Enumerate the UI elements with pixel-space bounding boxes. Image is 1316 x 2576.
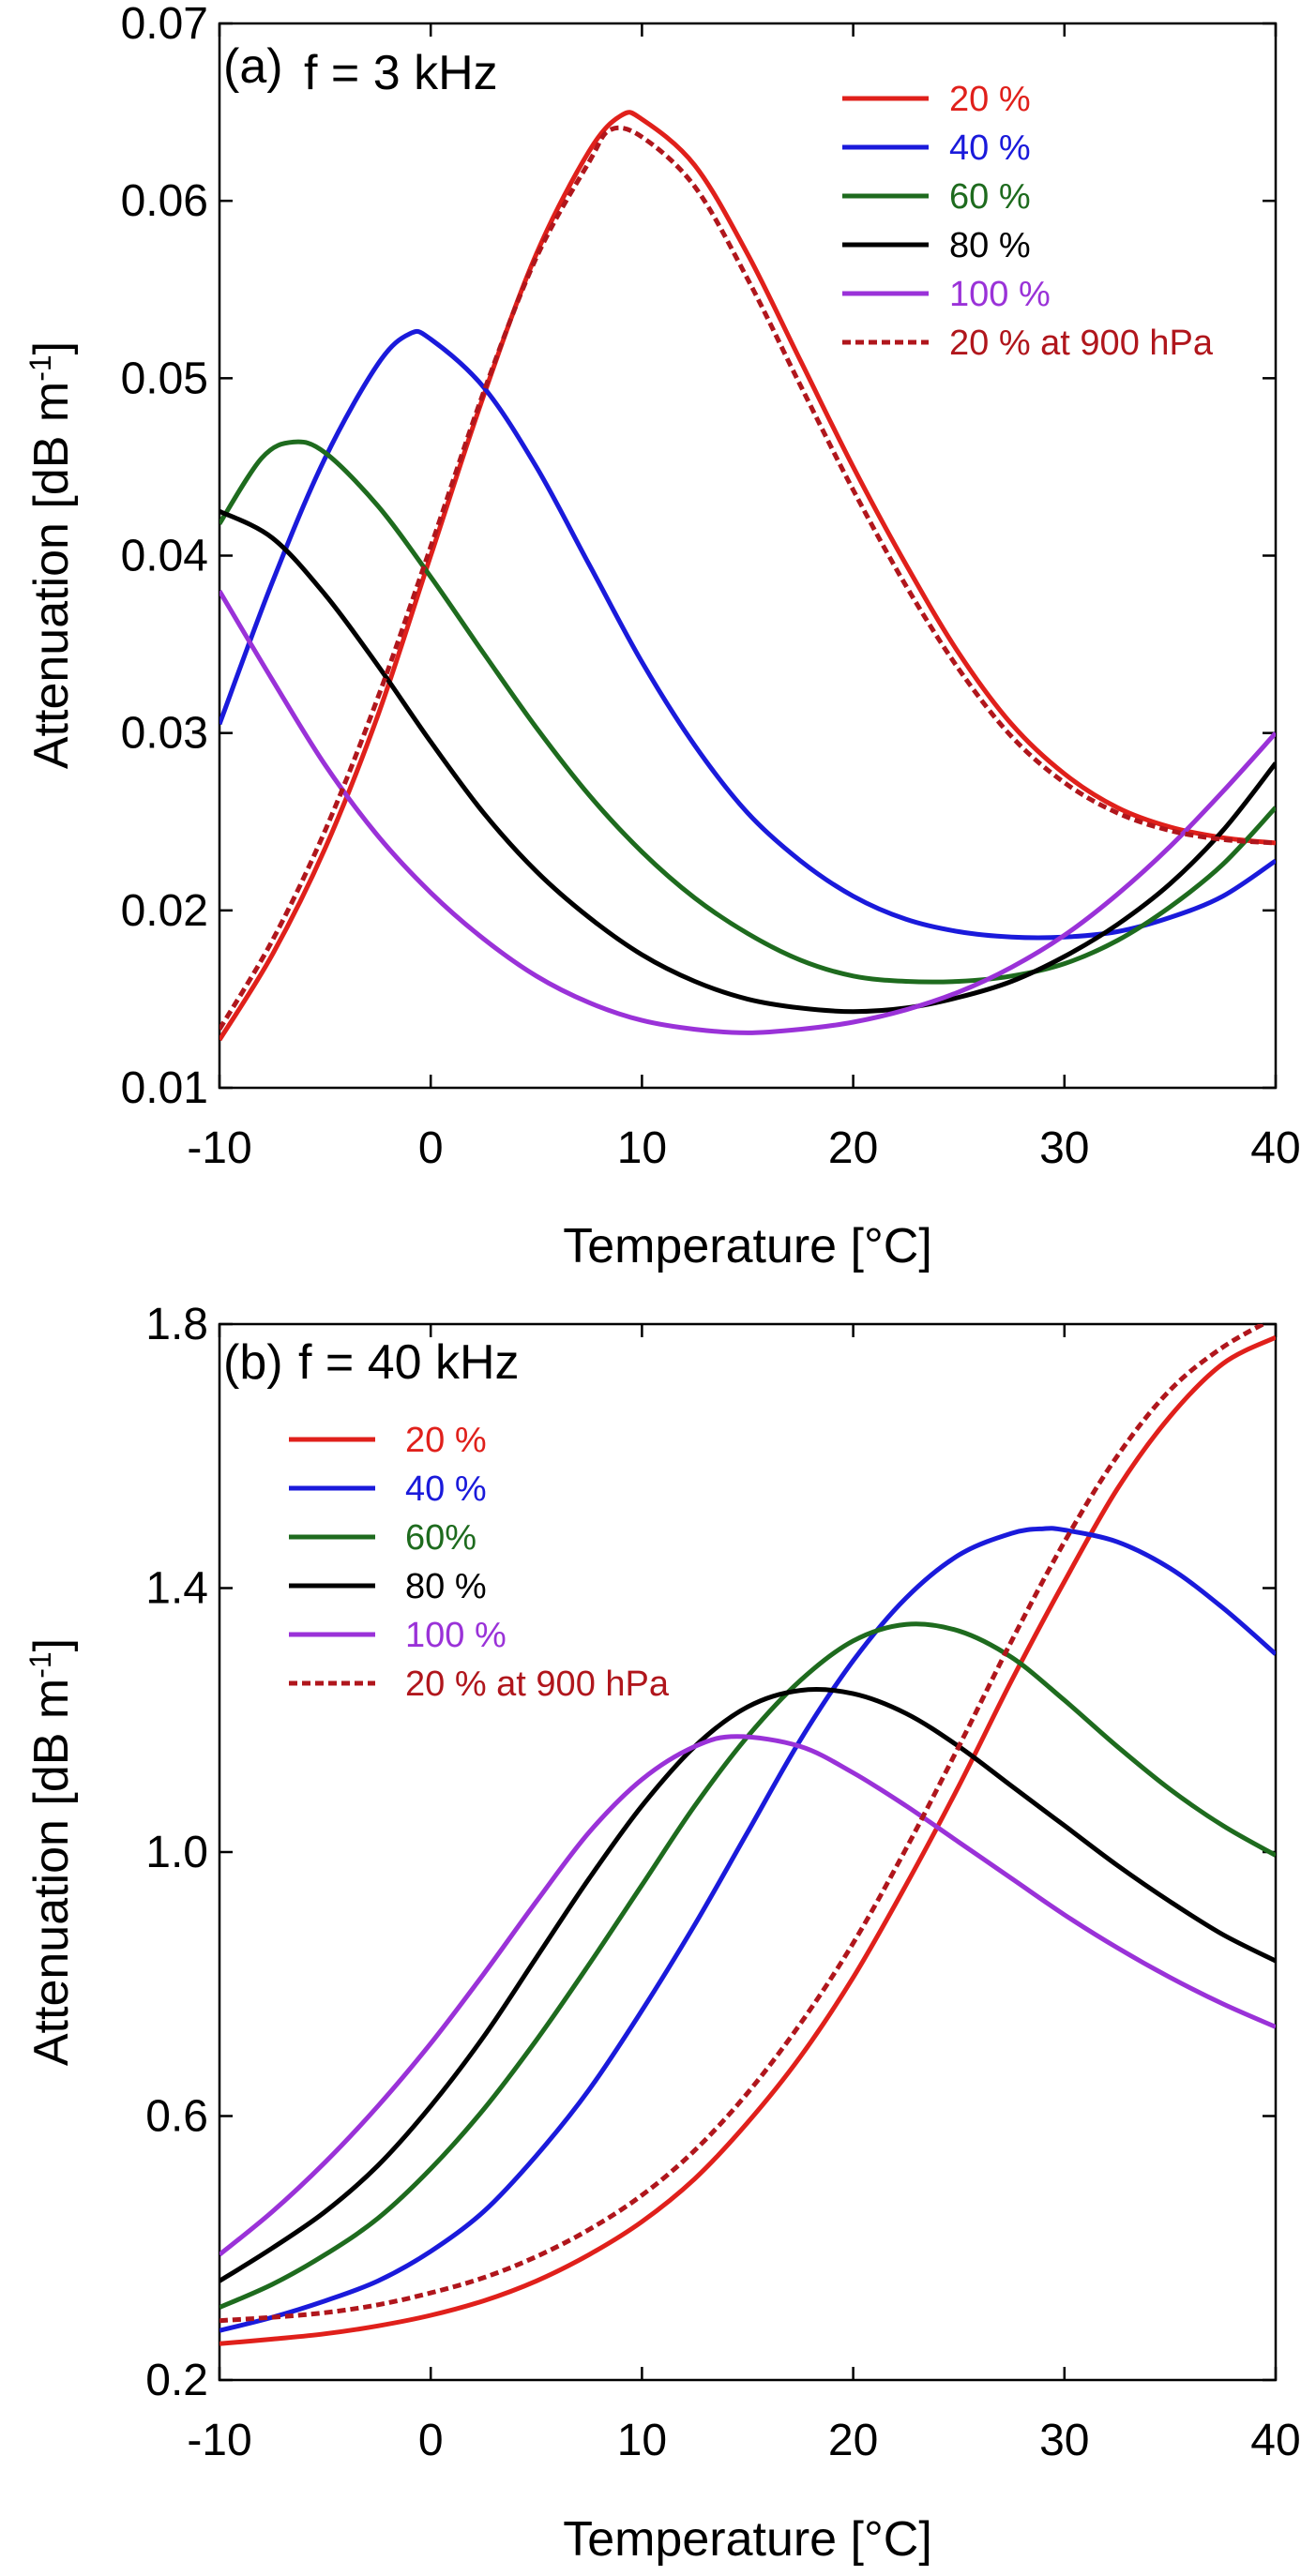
panel-a-series-20-at-900-hpa [219,125,1276,1031]
panel-b-chart: 0.2 0.6 1.0 1.4 1.8 -10 0 10 20 30 40 20 % 40 % 60%… [23,1300,1301,2567]
panel-b-ylabel-end: ] [24,1638,79,1651]
panel-a-series-100 [219,590,1276,1035]
panel-b-ylabel-main: Attenuation [dB m [24,1679,79,2066]
panel-b-xtick-label: 0 [418,2416,444,2465]
panel-a-ytick-label: 0.06 [121,176,208,226]
panel-b-xtick-label: 40 [1250,2416,1300,2465]
panel-a-series-60 [219,439,1276,985]
panel-a-series-20 [219,110,1276,1042]
panel-a-ylabel-main: Attenuation [dB m [24,382,79,769]
panel-b-ylabel: Attenuation [dB m-1] [23,1638,79,2066]
panel-b-xtick-label: 10 [617,2416,667,2465]
panel-a-ytick-label: 0.07 [121,0,208,49]
panel-a-ylabel-sup: -1 [23,354,57,381]
panel-b-series-40 [219,1526,1276,2333]
panel-a-ylabel: Attenuation [dB m-1] [23,341,79,769]
panel-a-legend-label-80: 80 % [949,226,1031,265]
panel-b-legend-label-80: 80 % [405,1567,487,1606]
panel-a-legend-label-60: 60 % [949,177,1031,217]
panel-a-xlabel: Temperature [°C] [563,1219,932,1273]
panel-a-xtick-label: 0 [418,1123,444,1173]
panel-a-xtick-label: 40 [1250,1123,1300,1173]
panel-a-xtick-label: -10 [187,1123,251,1173]
panel-b-ylabel-sup: -1 [23,1651,57,1678]
panel-a-ytick-label: 0.04 [121,532,208,581]
panel-b-ytick-label: 1.0 [145,1828,208,1877]
panel-a-series-40 [219,328,1276,941]
panel-a-title: f = 3 kHz [304,46,498,100]
panel-a-chart: 0.01 0.02 0.03 0.04 0.05 0.06 0.07 -10 0 10 20 30 4… [23,0,1301,1273]
panel-b-ytick-label: 0.2 [145,2356,208,2405]
panel-b-legend-label-60: 60% [405,1518,476,1558]
panel-b-series-20 [219,1334,1276,2346]
panel-a-xtick-label: 20 [828,1123,878,1173]
panel-a-xtick-label: 10 [617,1123,667,1173]
panel-b-legend-label-100: 100 % [405,1616,507,1655]
panel-b-ytick-label: 0.6 [145,2092,208,2142]
panel-b-ytick-label: 1.8 [145,1300,208,1349]
panel-b-series-60 [219,1621,1276,2310]
panel-a-plot-frame [218,22,1278,1090]
panel-a-xtick-label: 30 [1039,1123,1089,1173]
panel-a-legend-label-20-at-900-hpa: 20 % at 900 hPa [949,324,1214,363]
panel-a-ytick-label: 0.01 [121,1063,208,1113]
panel-b-xtick-label: -10 [187,2416,251,2465]
panel-a-ytick-label: 0.03 [121,709,208,759]
panel-b-xtick-label: 30 [1039,2416,1089,2465]
panel-b-plot-frame [218,1322,1278,2382]
panel-a-ytick-label: 0.05 [121,354,208,403]
panel-b-series-100 [219,1734,1276,2257]
panel-a-legend-label-40: 40 % [949,128,1031,168]
panel-b-series-80 [219,1687,1276,2283]
panel-a-ytick-label: 0.02 [121,886,208,936]
panel-b-label: (b) [223,1335,283,1390]
panel-a-label: (a) [223,39,283,94]
panel-b-series-20-at-900-hpa [219,1324,1269,2324]
panel-b-xtick-label: 20 [828,2416,878,2465]
panel-a-legend-label-100: 100 % [949,275,1051,314]
panel-b-title: f = 40 kHz [298,1335,520,1390]
panel-b-legend-label-40: 40 % [405,1469,487,1509]
panel-a-ylabel-end: ] [24,341,79,354]
panel-b-legend-label-20-at-900-hpa: 20 % at 900 hPa [405,1665,670,1704]
panel-b-ytick-label: 1.4 [145,1564,208,1614]
panel-a-series-80 [219,508,1276,1015]
panel-b-xlabel: Temperature [°C] [563,2512,932,2567]
panel-a-legend-label-20: 20 % [949,80,1031,119]
panel-b-legend-label-20: 20 % [405,1421,487,1460]
